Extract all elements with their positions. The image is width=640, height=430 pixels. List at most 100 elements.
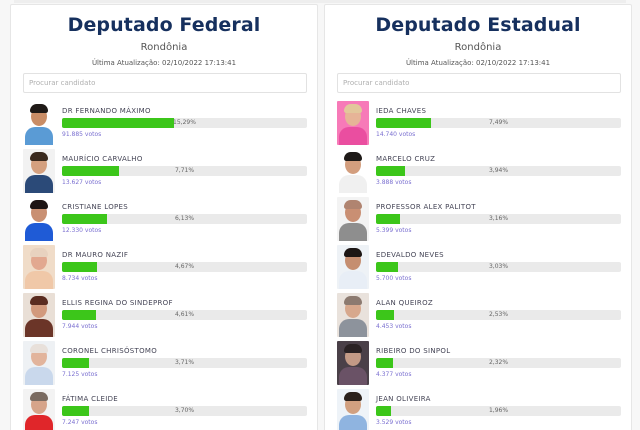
candidate-photo [23, 245, 55, 289]
last-updated: Última Atualização: 02/10/2022 17:13:41 [405, 59, 551, 67]
candidate-name: DR FERNANDO MÁXIMO [62, 107, 151, 115]
vote-progress-bar: 3,71% [62, 358, 307, 368]
vote-progress-bar: 6,13% [62, 214, 307, 224]
vote-progress-bar: 1,96% [376, 406, 621, 416]
candidate-row[interactable]: RIBEIRO DO SINPOL 2,32% 4.377 votos [325, 341, 631, 389]
vote-percent: 4,67% [174, 263, 195, 270]
candidate-list: IEDA CHAVES 7,49% 14.740 votos MARCELO C… [325, 101, 631, 430]
vote-count: 14.740 votos [376, 131, 416, 138]
candidate-name: ELLIS REGINA DO SINDEPROF [62, 299, 173, 307]
candidate-name: JEAN OLIVEIRA [376, 395, 431, 403]
candidate-photo [23, 101, 55, 145]
candidate-photo [23, 293, 55, 337]
candidate-name: MAURÍCIO CARVALHO [62, 155, 143, 163]
candidate-photo [337, 245, 369, 289]
vote-progress-fill [376, 166, 405, 176]
candidate-photo [337, 389, 369, 430]
candidate-row[interactable]: EDEVALDO NEVES 3,03% 5.700 votos [325, 245, 631, 293]
candidate-name: IEDA CHAVES [376, 107, 427, 115]
candidate-row[interactable]: DR MAURO NAZIF 4,67% 8.734 votos [11, 245, 317, 293]
vote-progress-fill [62, 262, 97, 272]
vote-percent: 1,96% [488, 407, 509, 414]
vote-count: 7.125 votos [62, 371, 98, 378]
candidate-photo [337, 293, 369, 337]
vote-count: 12.330 votos [62, 227, 102, 234]
candidate-name: EDEVALDO NEVES [376, 251, 444, 259]
vote-count: 5.399 votos [376, 227, 412, 234]
candidate-photo [23, 149, 55, 193]
vote-percent: 3,70% [174, 407, 195, 414]
candidate-row[interactable]: ELLIS REGINA DO SINDEPROF 4,61% 7.944 vo… [11, 293, 317, 341]
state-label: Rondônia [454, 42, 502, 53]
vote-progress-bar: 3,70% [62, 406, 307, 416]
vote-percent: 2,32% [488, 359, 509, 366]
candidate-name: RIBEIRO DO SINPOL [376, 347, 451, 355]
search-candidate-input[interactable] [23, 73, 307, 93]
vote-count: 4.377 votos [376, 371, 412, 378]
vote-progress-fill [376, 406, 391, 416]
candidate-name: CRISTIANE LOPES [62, 203, 129, 211]
panel-title: Deputado Federal [67, 14, 261, 36]
vote-progress-bar: 4,67% [62, 262, 307, 272]
candidate-row[interactable]: JEAN OLIVEIRA 1,96% 3.529 votos [325, 389, 631, 430]
candidate-row[interactable]: FÁTIMA CLEIDE 3,70% 7.247 votos [11, 389, 317, 430]
vote-percent: 7,49% [488, 119, 509, 126]
candidate-list: DR FERNANDO MÁXIMO 15,29% 91.885 votos M… [11, 101, 317, 430]
vote-progress-fill [376, 358, 393, 368]
vote-progress-fill [376, 262, 399, 272]
candidate-row[interactable]: CRISTIANE LOPES 6,13% 12.330 votos [11, 197, 317, 245]
candidate-name: FÁTIMA CLEIDE [62, 395, 119, 403]
vote-progress-bar: 2,53% [376, 310, 621, 320]
candidate-name: ALAN QUEIROZ [376, 299, 433, 307]
candidate-row[interactable]: DR FERNANDO MÁXIMO 15,29% 91.885 votos [11, 101, 317, 149]
candidate-row[interactable]: MARCELO CRUZ 3,94% 3.888 votos [325, 149, 631, 197]
state-label: Rondônia [140, 42, 188, 53]
candidate-photo [337, 101, 369, 145]
last-updated: Última Atualização: 02/10/2022 17:13:41 [91, 59, 237, 67]
vote-progress-fill [376, 214, 400, 224]
vote-progress-bar: 3,94% [376, 166, 621, 176]
candidate-row[interactable]: MAURÍCIO CARVALHO 7,71% 13.627 votos [11, 149, 317, 197]
vote-percent: 3,94% [488, 167, 509, 174]
vote-progress-fill [62, 406, 90, 416]
vote-progress-fill [376, 118, 432, 128]
search-candidate-input[interactable] [337, 73, 621, 93]
vote-percent: 6,13% [174, 215, 195, 222]
vote-progress-bar: 2,32% [376, 358, 621, 368]
vote-progress-bar: 4,61% [62, 310, 307, 320]
vote-progress-bar: 7,49% [376, 118, 621, 128]
candidate-row[interactable]: ALAN QUEIROZ 2,53% 4.453 votos [325, 293, 631, 341]
candidate-photo [337, 149, 369, 193]
candidate-photo [337, 197, 369, 241]
candidate-row[interactable]: IEDA CHAVES 7,49% 14.740 votos [325, 101, 631, 149]
vote-progress-fill [62, 118, 175, 128]
candidate-row[interactable]: CORONEL CHRISÓSTOMO 3,71% 7.125 votos [11, 341, 317, 389]
vote-percent: 3,03% [488, 263, 509, 270]
vote-progress-bar: 15,29% [62, 118, 307, 128]
panel-title: Deputado Estadual [375, 14, 581, 36]
vote-progress-fill [62, 214, 107, 224]
vote-percent: 4,61% [174, 311, 195, 318]
vote-count: 91.885 votos [62, 131, 102, 138]
vote-percent: 3,16% [488, 215, 509, 222]
candidate-photo [23, 197, 55, 241]
vote-count: 7.944 votos [62, 323, 98, 330]
vote-progress-bar: 3,16% [376, 214, 621, 224]
candidate-row[interactable]: PROFESSOR ALEX PALITOT 3,16% 5.399 votos [325, 197, 631, 245]
vote-progress-bar: 3,03% [376, 262, 621, 272]
panel-deputado-federal: Deputado Federal Rondônia Última Atualiz… [10, 4, 318, 430]
vote-count: 5.700 votos [376, 275, 412, 282]
vote-progress-fill [376, 310, 395, 320]
candidate-photo [23, 341, 55, 385]
vote-percent: 7,71% [174, 167, 195, 174]
top-divider [14, 0, 626, 3]
vote-progress-fill [62, 358, 90, 368]
vote-count: 4.453 votos [376, 323, 412, 330]
candidate-name: CORONEL CHRISÓSTOMO [62, 347, 158, 355]
candidate-name: DR MAURO NAZIF [62, 251, 129, 259]
vote-count: 3.888 votos [376, 179, 412, 186]
vote-count: 3.529 votos [376, 419, 412, 426]
candidate-name: MARCELO CRUZ [376, 155, 436, 163]
vote-progress-fill [62, 166, 119, 176]
